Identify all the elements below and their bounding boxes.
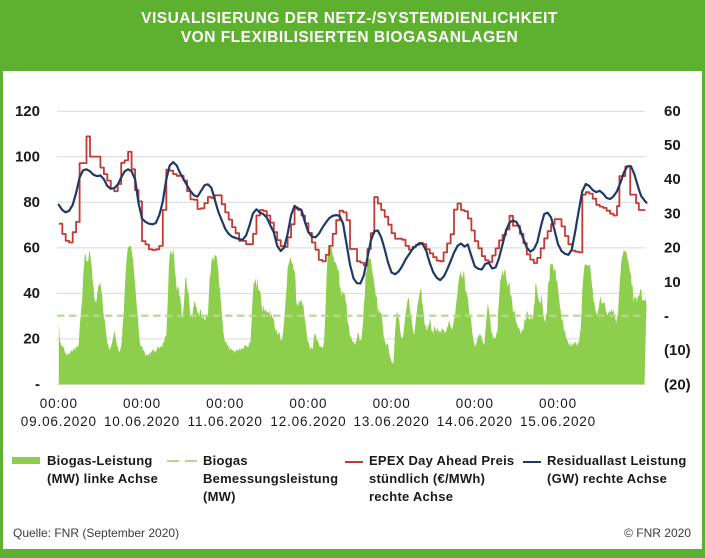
svg-text:80: 80 bbox=[23, 194, 40, 211]
svg-text:60: 60 bbox=[23, 239, 40, 256]
svg-text:40: 40 bbox=[23, 285, 40, 302]
svg-text:00:00: 00:00 bbox=[40, 396, 78, 411]
svg-text:09.06.2020: 09.06.2020 bbox=[21, 414, 97, 429]
svg-text:00:00: 00:00 bbox=[373, 396, 411, 411]
svg-text:120: 120 bbox=[15, 103, 40, 120]
svg-text:00:00: 00:00 bbox=[289, 396, 327, 411]
svg-text:12.06.2020: 12.06.2020 bbox=[270, 414, 346, 429]
svg-text:-: - bbox=[664, 308, 669, 325]
svg-text:(10): (10) bbox=[664, 342, 691, 359]
svg-text:00:00: 00:00 bbox=[456, 396, 494, 411]
svg-text:20: 20 bbox=[664, 240, 681, 257]
svg-text:60: 60 bbox=[664, 103, 681, 120]
svg-text:14.06.2020: 14.06.2020 bbox=[437, 414, 513, 429]
svg-text:15.06.2020: 15.06.2020 bbox=[520, 414, 596, 429]
svg-text:50: 50 bbox=[664, 137, 681, 154]
svg-text:-: - bbox=[35, 376, 40, 393]
svg-text:40: 40 bbox=[664, 171, 681, 188]
svg-text:11.06.2020: 11.06.2020 bbox=[188, 414, 263, 429]
svg-text:00:00: 00:00 bbox=[123, 396, 161, 411]
svg-text:30: 30 bbox=[664, 205, 681, 222]
svg-text:10: 10 bbox=[664, 274, 681, 291]
svg-text:13.06.2020: 13.06.2020 bbox=[354, 414, 430, 429]
svg-text:10.06.2020: 10.06.2020 bbox=[104, 414, 180, 429]
svg-text:00:00: 00:00 bbox=[206, 396, 244, 411]
svg-text:20: 20 bbox=[23, 330, 40, 347]
svg-text:100: 100 bbox=[15, 148, 40, 165]
svg-text:(20): (20) bbox=[664, 376, 691, 393]
svg-text:00:00: 00:00 bbox=[539, 396, 577, 411]
